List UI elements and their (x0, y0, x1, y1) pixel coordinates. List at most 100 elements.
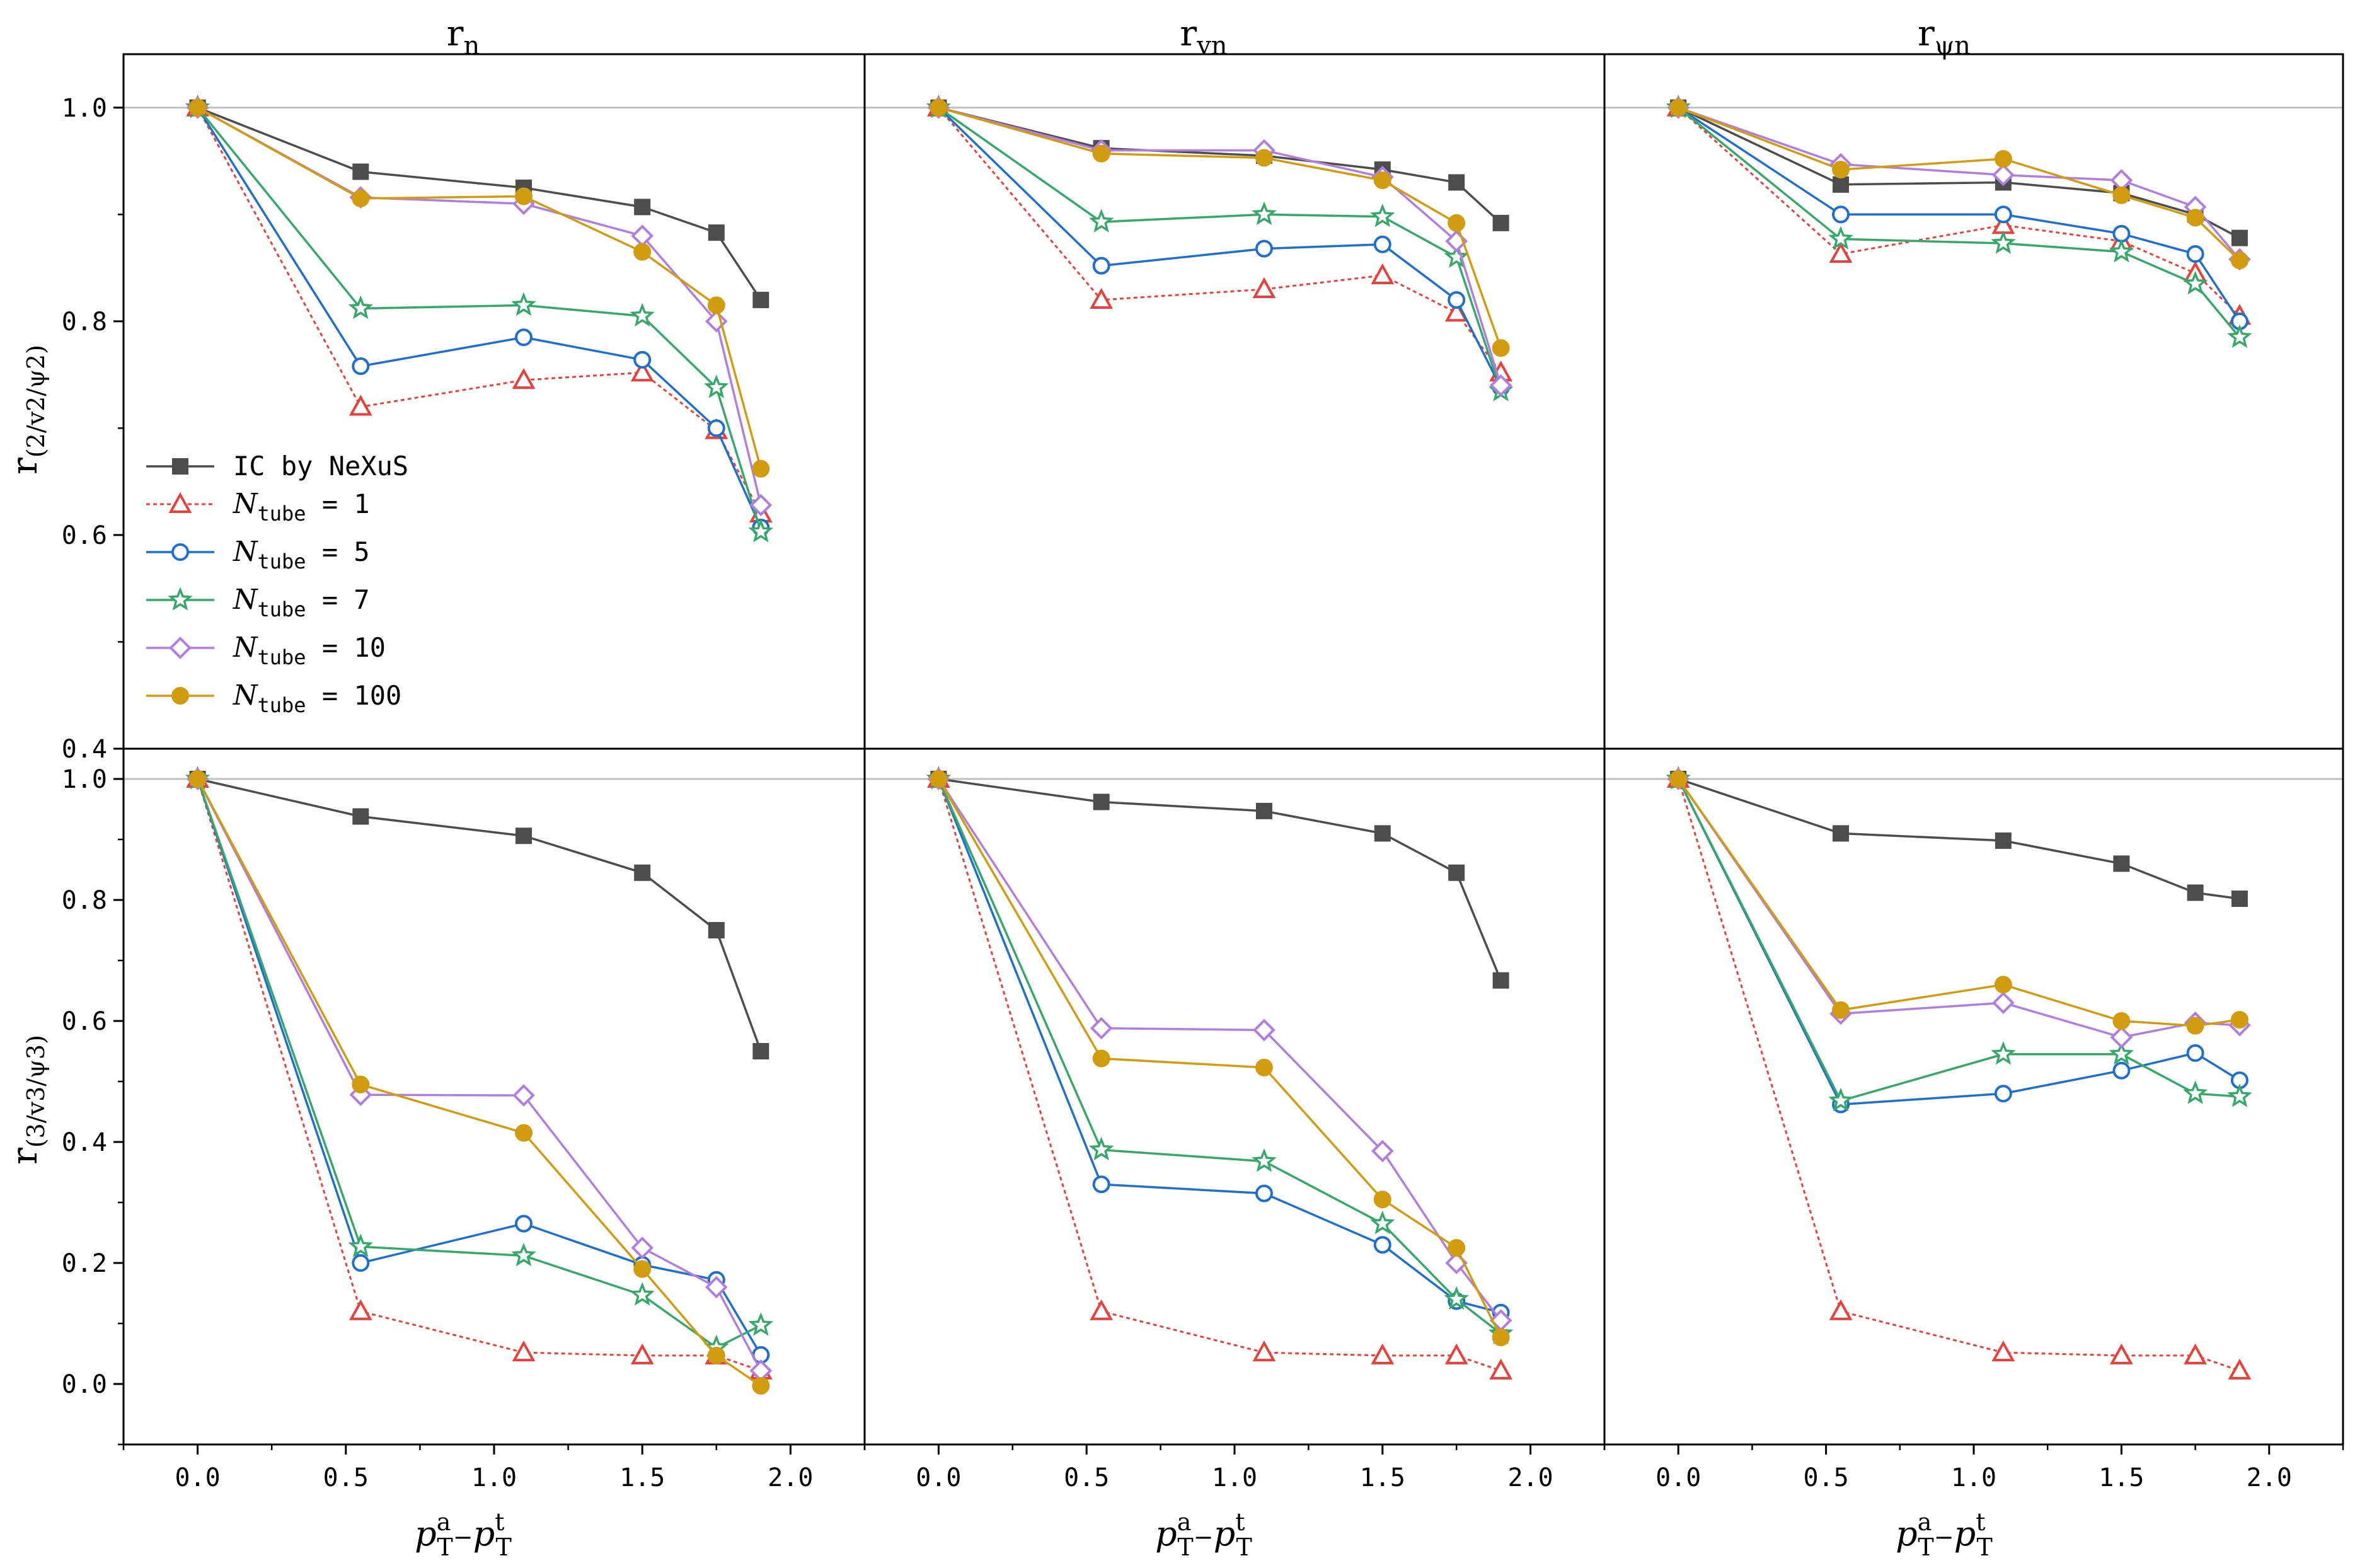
data-point-n-tube-100 (1669, 770, 1688, 788)
data-point-n-tube-10 (1090, 1017, 1113, 1040)
xlabel-right-p2: p (1954, 1514, 1976, 1554)
series-ic-by-nexus (930, 771, 1509, 989)
legend-label-ntube-100: Ntube = 100 (233, 679, 401, 717)
ytick-label-0-6: 0.6 (62, 521, 107, 550)
series-line-ic-by-nexus (1678, 778, 2240, 900)
xtick-label-0-5: 0.5 (1064, 1463, 1109, 1492)
data-point-n-tube-1 (512, 367, 536, 389)
legend-item-ntube-1: Ntube = 1 (146, 488, 370, 526)
row-ylabel-top-sub: (2/v2/ψ2) (22, 345, 50, 458)
data-point-n-tube-100 (1255, 149, 1273, 167)
xlabel-left-minus: − (453, 1523, 473, 1551)
series-n-tube-5 (930, 98, 1510, 396)
series-line-n-tube-10 (1677, 778, 2240, 1039)
data-point-n-tube-10 (1992, 163, 2015, 187)
xlabel-middle-sup-a: a (1177, 1508, 1192, 1536)
series-n-tube-1 (1666, 766, 2252, 1380)
legend: IC by NeXuS Ntube = 1 Ntube = 5 Ntube = … (146, 451, 408, 717)
data-point-n-tube-1 (1444, 301, 1468, 322)
data-point-n-tube-100 (1255, 1058, 1273, 1076)
series-n-tube-1 (1666, 95, 2252, 325)
xtick-label-0-0: 0.0 (175, 1463, 220, 1492)
data-point-n-tube-10 (512, 1084, 535, 1107)
data-point-n-tube-10 (749, 493, 773, 517)
series-n-tube-100 (930, 770, 1510, 1347)
series-line-n-tube-100 (938, 107, 1502, 349)
legend-swatch (146, 637, 214, 659)
data-point-n-tube-100 (1832, 1001, 1850, 1019)
series-line-n-tube-1 (197, 778, 761, 1372)
data-point-n-tube-100 (188, 98, 207, 117)
legend-swatch-marker (168, 492, 192, 513)
series-line-n-tube-10 (937, 778, 1502, 1322)
xtick-label-1-5: 1.5 (2099, 1463, 2144, 1492)
ytick-label-0-4: 0.4 (62, 735, 107, 764)
series-ic-by-nexus (1670, 771, 2248, 908)
data-point-n-tube-10 (705, 1276, 728, 1299)
legend-swatch-marker (168, 587, 193, 611)
data-point-n-tube-1 (1829, 1299, 1853, 1320)
xtick-label-1-0: 1.0 (1951, 1463, 1996, 1492)
data-point-n-tube-7 (2182, 1080, 2208, 1104)
xtick-label-2-0: 2.0 (1507, 1463, 1553, 1492)
xlabel-right-sub-t: T (1918, 1533, 1933, 1561)
series-n-tube-100 (1669, 98, 2248, 270)
row-ylabel-bottom-main: r (4, 1148, 45, 1165)
column-title-rpsin-main: r (1918, 13, 1935, 54)
data-point-n-tube-7 (2227, 1083, 2252, 1107)
data-point-n-tube-7 (511, 292, 536, 316)
data-point-n-tube-5 (2186, 245, 2204, 263)
data-point-n-tube-5 (515, 328, 533, 347)
series-line-n-tube-7 (938, 107, 1502, 391)
panel-top-right (1603, 53, 2344, 750)
data-point-n-tube-100 (2112, 186, 2131, 204)
data-point-n-tube-7 (1444, 1286, 1469, 1310)
data-point-n-tube-1 (1090, 287, 1114, 309)
series-line-n-tube-7 (197, 107, 763, 533)
data-point-n-tube-1 (1829, 241, 1853, 263)
series-n-tube-5 (1669, 770, 2248, 1114)
data-point-ic-by-nexus (1492, 972, 1509, 989)
data-point-n-tube-1 (1090, 1299, 1114, 1320)
data-point-ic-by-nexus (1255, 802, 1272, 819)
legend-swatch-marker (171, 543, 189, 561)
data-point-n-tube-5 (352, 357, 370, 376)
legend-item-ic-nexus: IC by NeXuS (146, 451, 408, 481)
xtick-label-1-0: 1.0 (471, 1463, 517, 1492)
data-point-n-tube-7 (2109, 1041, 2134, 1065)
data-point-ic-by-nexus (1833, 825, 1850, 842)
data-point-n-tube-5 (1448, 291, 1466, 309)
data-point-ic-by-nexus (2113, 855, 2130, 872)
data-point-n-tube-7 (2182, 270, 2208, 295)
ytick-label-0-0: 0.0 (62, 1370, 107, 1399)
xlabel-middle-sub-t2: T (1236, 1533, 1252, 1561)
data-point-n-tube-100 (2186, 209, 2204, 227)
data-point-n-tube-100 (515, 1124, 533, 1142)
data-point-ic-by-nexus (515, 827, 533, 845)
legend-ntube-100-val: = 100 (306, 680, 402, 711)
ytick-label-0-2: 0.2 (62, 1249, 107, 1278)
legend-item-ntube-100: Ntube = 100 (146, 679, 401, 717)
data-point-n-tube-1 (1489, 1358, 1513, 1380)
legend-swatch-marker (171, 687, 189, 705)
data-point-n-tube-100 (1448, 214, 1466, 232)
data-point-n-tube-5 (2186, 1044, 2204, 1062)
panel-top-middle (863, 53, 1606, 750)
series-n-tube-7 (926, 95, 1514, 401)
ytick-label-0-8: 0.8 (62, 886, 107, 915)
data-point-n-tube-1 (2110, 1343, 2133, 1364)
xtick-label-0-5: 0.5 (323, 1463, 369, 1492)
series-line-n-tube-1 (1677, 778, 2240, 1372)
xlabel-right-sub-t2: T (1976, 1533, 1992, 1561)
series-n-tube-100 (930, 98, 1510, 357)
panels: 0.4 0.6 0.8 1.0 0.0 0.2 0.4 0.6 0.8 1.0 0.0 0.5 1.0 1… (62, 53, 2344, 1492)
xlabel-left: pa T−pt T (415, 1508, 512, 1561)
data-point-n-tube-7 (1089, 209, 1114, 233)
data-point-ic-by-nexus (1448, 174, 1465, 191)
series-line-n-tube-7 (937, 778, 1502, 1335)
row-ylabel-bottom-sub: (3/v3/ψ3) (22, 1035, 50, 1148)
xlabel-middle: pa T−pt T (1155, 1508, 1252, 1561)
legend-ntube-100-n: N (233, 679, 258, 712)
series-line-n-tube-100 (937, 778, 1502, 1338)
data-point-n-tube-100 (1092, 1049, 1110, 1068)
